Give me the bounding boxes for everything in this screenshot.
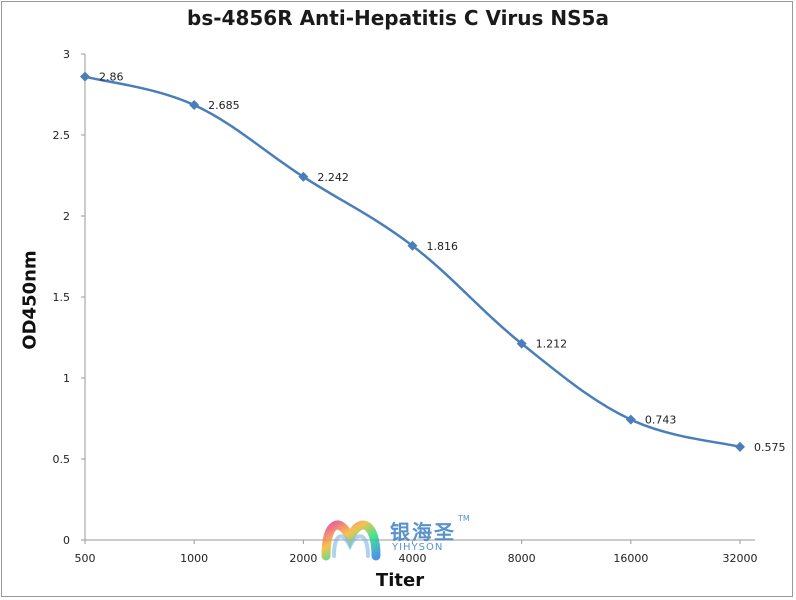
y-tick-label: 0 <box>63 534 70 547</box>
series-line <box>84 75 741 449</box>
data-label: 0.575 <box>754 441 786 454</box>
data-label: 1.816 <box>427 240 459 253</box>
data-label: 0.743 <box>645 414 677 427</box>
data-point-marker <box>625 414 636 425</box>
data-label: 2.685 <box>208 99 240 112</box>
x-tick-label: 16000 <box>613 552 648 565</box>
data-point-marker <box>80 71 90 82</box>
watermark-en-text: YIHYSON <box>392 542 444 553</box>
y-tick-label: 3 <box>63 48 70 61</box>
watermark-tm: TM <box>458 514 470 523</box>
x-tick-label: 32000 <box>723 552 758 565</box>
data-point-marker <box>516 338 527 349</box>
x-tick-label: 8000 <box>508 552 536 565</box>
y-tick-label: 1.5 <box>53 291 71 304</box>
x-tick-label: 500 <box>75 552 96 565</box>
data-labels: 2.86 2.685 2.242 1.816 1.212 0.743 0.575 <box>99 71 786 454</box>
series <box>80 71 745 452</box>
chart-title: bs-4856R Anti-Hepatitis C Virus NS5a <box>187 6 609 30</box>
data-label: 1.212 <box>536 338 568 351</box>
x-ticks: 500 1000 2000 4000 8000 16000 32000 <box>75 540 758 565</box>
y-tick-label: 2.5 <box>53 129 71 142</box>
yihyson-logo-watermark: 银海圣 TM YIHYSON <box>320 512 490 562</box>
x-tick-label: 2000 <box>289 552 317 565</box>
data-point-marker <box>189 100 200 111</box>
axes <box>84 54 755 541</box>
y-tick-label: 1 <box>63 372 70 385</box>
data-point-marker <box>298 171 309 182</box>
y-ticks: 0 0.5 1 1.5 2 2.5 3 <box>53 48 85 547</box>
y-tick-label: 2 <box>63 210 70 223</box>
y-tick-label: 0.5 <box>53 453 71 466</box>
x-tick-label: 1000 <box>180 552 208 565</box>
data-point-marker <box>735 441 745 452</box>
x-tick-label: 4000 <box>399 552 427 565</box>
data-label: 2.242 <box>317 171 349 184</box>
data-label: 2.86 <box>99 71 124 84</box>
watermark-cn-text: 银海圣 <box>390 520 456 544</box>
data-point-marker <box>407 240 418 251</box>
x-axis-title: Titer <box>375 570 425 591</box>
yihyson-logo-icon <box>321 520 381 561</box>
